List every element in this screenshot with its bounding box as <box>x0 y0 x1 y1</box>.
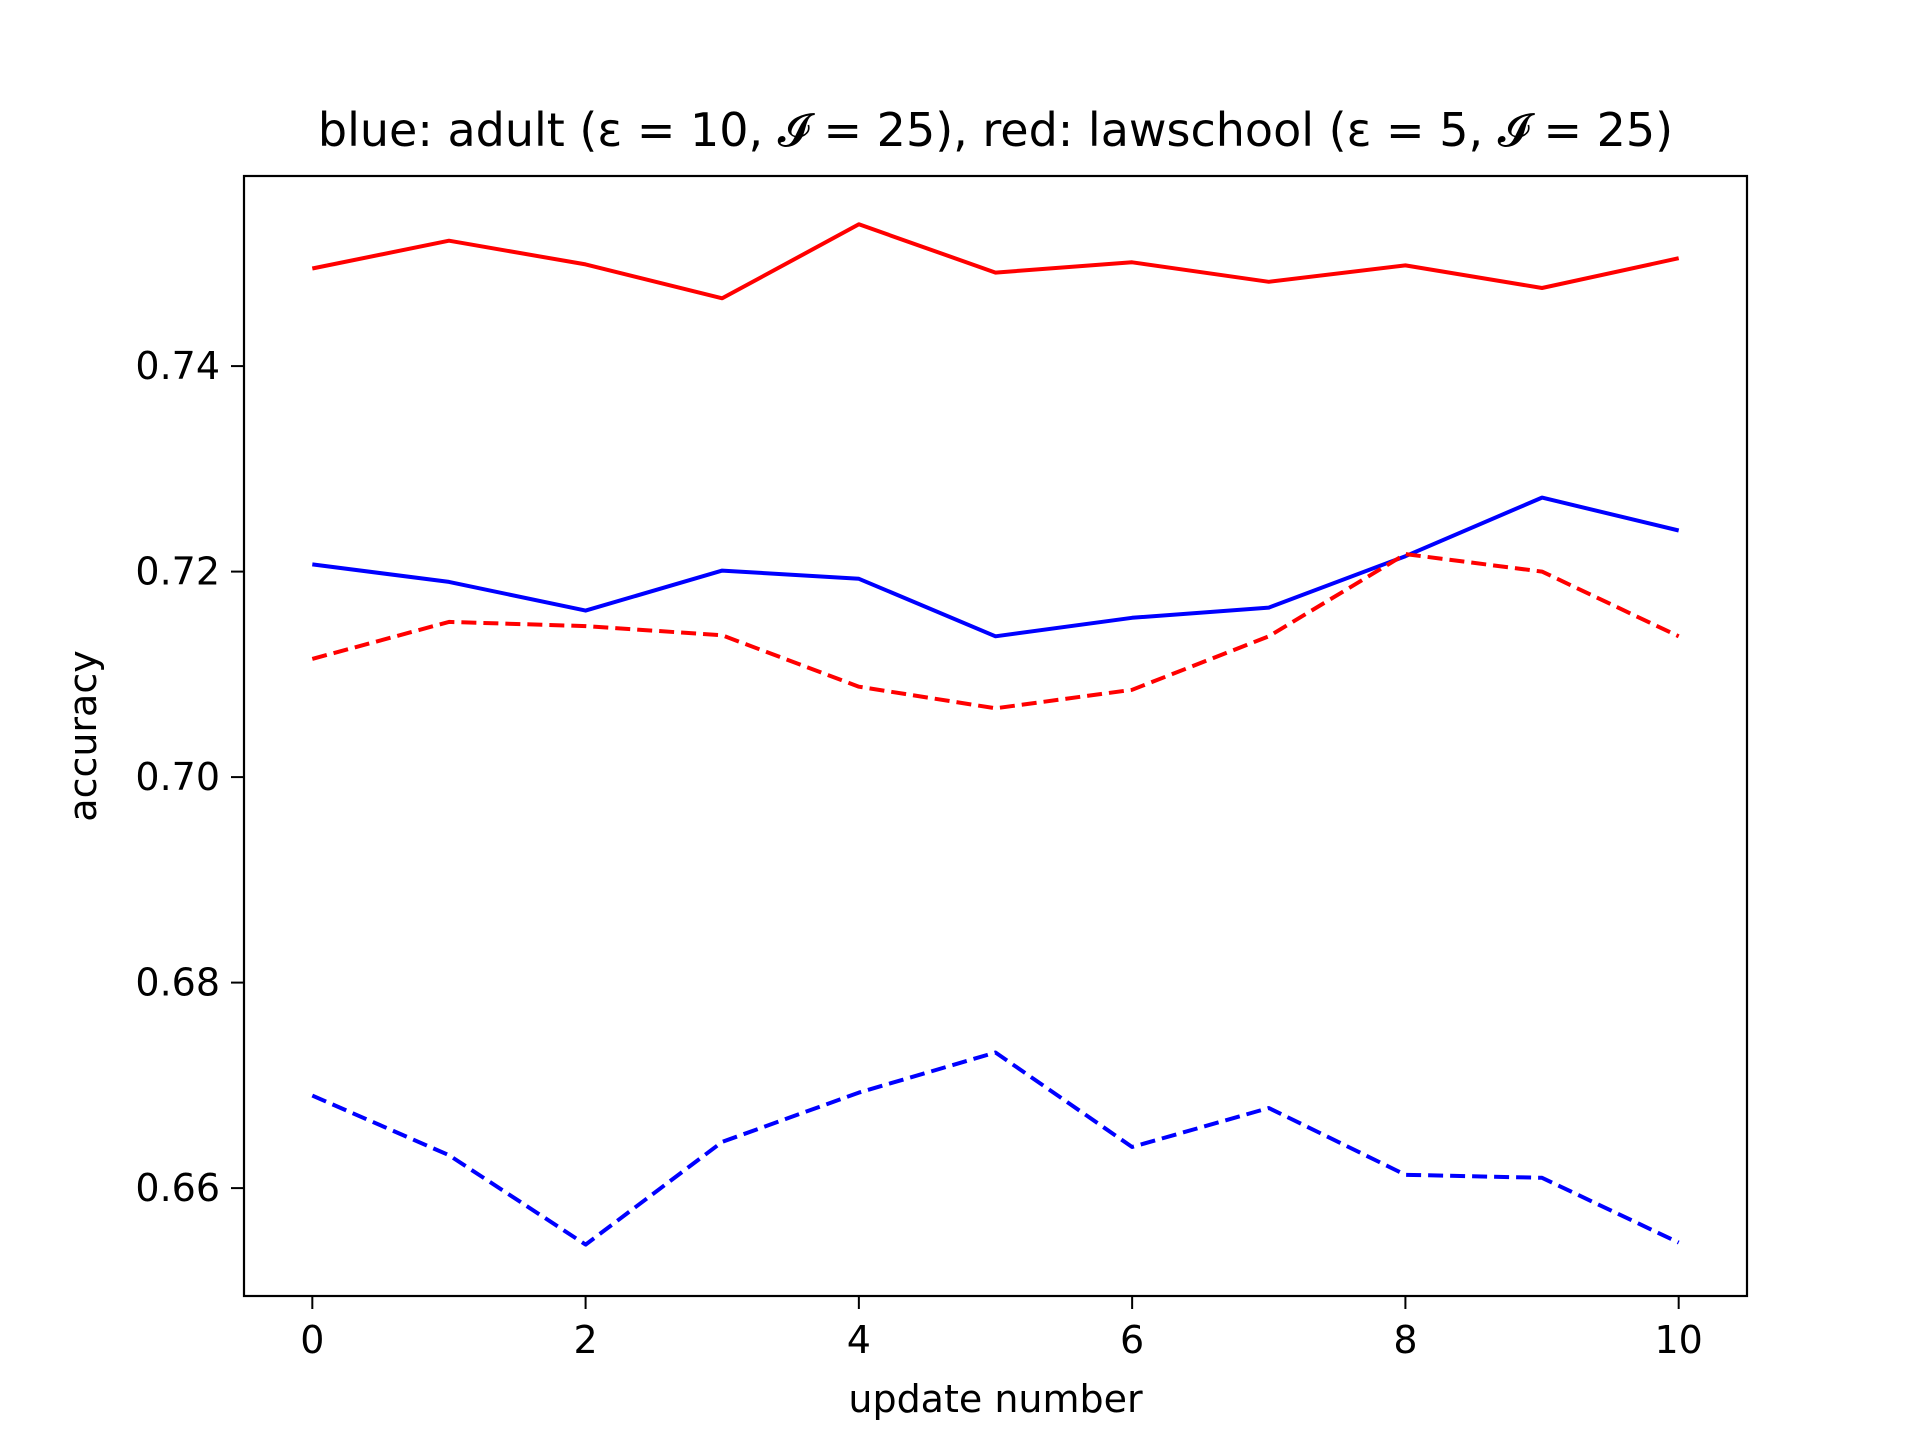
x-tick-label: 4 <box>847 1318 871 1362</box>
series-line-3 <box>311 552 1680 711</box>
x-tick-label: 6 <box>1120 1318 1144 1362</box>
y-tick-label: 0.68 <box>135 961 220 1005</box>
x-axis-label: update number <box>848 1377 1143 1421</box>
y-tick-label: 0.70 <box>135 755 220 799</box>
x-tick-label: 0 <box>300 1318 324 1362</box>
plot-frame <box>242 174 1749 1298</box>
y-tick-label: 0.66 <box>135 1166 220 1210</box>
series-line-1 <box>311 222 1680 301</box>
series-line-2 <box>312 495 1680 639</box>
series-line-4 <box>311 1050 1680 1247</box>
x-tick-label: 10 <box>1655 1318 1703 1362</box>
y-tick-label: 0.74 <box>135 344 220 388</box>
chart-title: blue: adult (ε = 10, 𝓘 = 25), red: lawsc… <box>318 103 1673 157</box>
x-tick-label: 8 <box>1393 1318 1417 1362</box>
y-tick-label: 0.72 <box>135 550 220 594</box>
x-tick-label: 2 <box>573 1318 597 1362</box>
y-axis-ticks: 0.66 0.68 0.70 0.72 0.74 <box>135 344 244 1210</box>
x-axis-ticks: 0 2 4 6 8 10 <box>300 1296 1703 1362</box>
series-layer <box>311 222 1680 1247</box>
y-axis-label: accuracy <box>61 650 105 821</box>
